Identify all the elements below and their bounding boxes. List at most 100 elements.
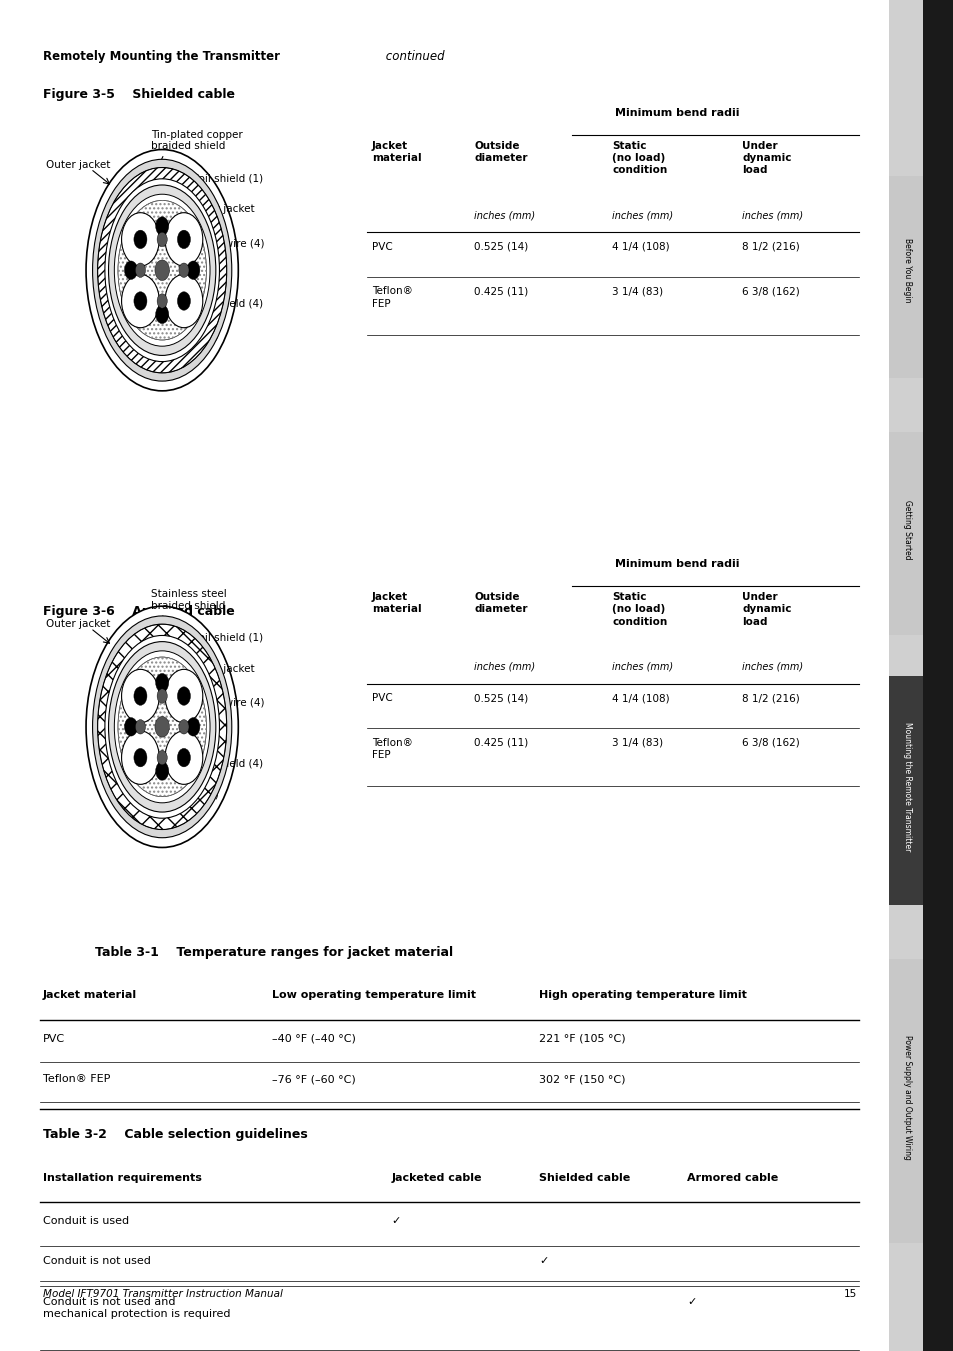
Text: Teflon® FEP: Teflon® FEP [43,1074,111,1084]
Ellipse shape [86,150,238,390]
Ellipse shape [165,669,203,723]
Ellipse shape [133,292,147,311]
Text: Teflon®
FEP: Teflon® FEP [372,286,413,309]
Text: PVC: PVC [372,242,393,251]
Ellipse shape [133,230,147,249]
Ellipse shape [124,261,137,280]
Text: Filler (5): Filler (5) [176,330,219,340]
Ellipse shape [97,624,227,830]
Ellipse shape [157,232,167,247]
Text: Foil shield (4): Foil shield (4) [193,299,263,309]
Text: inches (mm): inches (mm) [474,662,535,671]
Text: 6 3/8 (162): 6 3/8 (162) [741,286,800,296]
Text: Teflon®
FEP: Teflon® FEP [372,738,413,761]
Text: Foil shield (1): Foil shield (1) [193,632,263,643]
Ellipse shape [109,185,215,355]
Text: continued: continued [381,50,444,63]
Ellipse shape [177,748,191,767]
Ellipse shape [124,717,137,736]
Text: inches (mm): inches (mm) [612,211,673,220]
Text: 3 1/4 (83): 3 1/4 (83) [612,738,663,747]
Text: Jacket
material: Jacket material [372,592,421,615]
Text: 8 1/2 (216): 8 1/2 (216) [741,242,800,251]
Ellipse shape [135,263,146,277]
Text: PVC: PVC [372,693,393,703]
Text: 0.425 (11): 0.425 (11) [474,286,528,296]
Text: Outer jacket: Outer jacket [46,619,110,630]
Text: 8 1/2 (216): 8 1/2 (216) [741,693,800,703]
Ellipse shape [177,686,191,705]
Ellipse shape [154,259,170,281]
Ellipse shape [114,195,210,346]
Text: Tin-plated copper
braided shield: Tin-plated copper braided shield [151,130,242,151]
Text: Drain wire (4): Drain wire (4) [193,697,264,708]
Text: 0.425 (11): 0.425 (11) [474,738,528,747]
Bar [922,0,953,1351]
Text: 4 1/4 (108): 4 1/4 (108) [612,693,669,703]
Text: Conduit is used: Conduit is used [43,1216,129,1225]
Ellipse shape [118,200,206,340]
Text: 4 1/4 (108): 4 1/4 (108) [612,242,669,251]
Text: Getting Started: Getting Started [902,500,911,559]
Text: 3 1/4 (83): 3 1/4 (83) [612,286,663,296]
Ellipse shape [177,230,191,249]
Text: Installation requirements: Installation requirements [43,1173,202,1182]
Text: Minimum bend radii: Minimum bend radii [615,108,739,118]
Ellipse shape [135,720,146,734]
Text: inches (mm): inches (mm) [741,211,802,220]
Text: Static
(no load)
condition: Static (no load) condition [612,141,667,176]
Text: Drain wire (4): Drain wire (4) [193,238,264,249]
Text: 15: 15 [842,1289,856,1298]
Ellipse shape [118,657,206,797]
Text: Conduit is not used and
mechanical protection is required: Conduit is not used and mechanical prote… [43,1297,231,1320]
Text: Under
dynamic
load: Under dynamic load [741,141,791,176]
Ellipse shape [92,159,232,381]
Text: ✓: ✓ [538,1256,548,1266]
Text: Jacket
material: Jacket material [372,141,421,163]
Ellipse shape [121,212,159,266]
Ellipse shape [114,651,210,802]
Text: Foil shield (4): Foil shield (4) [193,758,263,769]
Text: Foil shield (1): Foil shield (1) [193,173,263,184]
Text: Under
dynamic
load: Under dynamic load [741,592,791,627]
Text: Power Supply and Output Wiring: Power Supply and Output Wiring [902,1035,911,1159]
Text: –76 °F (–60 °C): –76 °F (–60 °C) [272,1074,355,1084]
Text: Static
(no load)
condition: Static (no load) condition [612,592,667,627]
Ellipse shape [177,292,191,311]
Text: High operating temperature limit: High operating temperature limit [538,990,746,1000]
Ellipse shape [178,720,189,734]
Ellipse shape [97,168,227,373]
Bar [888,176,922,378]
Text: Jacket material: Jacket material [43,990,137,1000]
Bar [888,676,922,905]
Ellipse shape [92,616,232,838]
Ellipse shape [86,607,238,847]
Text: Before You Begin: Before You Begin [902,238,911,303]
Text: Table 3-2    Cable selection guidelines: Table 3-2 Cable selection guidelines [43,1128,308,1142]
Ellipse shape [155,762,169,781]
Text: Table 3-1    Temperature ranges for jacket material: Table 3-1 Temperature ranges for jacket … [95,946,453,959]
Ellipse shape [109,642,215,812]
Text: inches (mm): inches (mm) [474,211,535,220]
Text: Inner jacket: Inner jacket [193,663,254,674]
Text: 221 °F (105 °C): 221 °F (105 °C) [538,1034,625,1043]
Text: 302 °F (150 °C): 302 °F (150 °C) [538,1074,625,1084]
Text: Minimum bend radii: Minimum bend radii [615,559,739,569]
Ellipse shape [154,716,170,738]
Ellipse shape [155,216,169,235]
Ellipse shape [157,689,167,704]
Text: Low operating temperature limit: Low operating temperature limit [272,990,476,1000]
Text: Model IFT9701 Transmitter Instruction Manual: Model IFT9701 Transmitter Instruction Ma… [43,1289,282,1298]
Ellipse shape [133,686,147,705]
Text: Inner jacket: Inner jacket [193,204,254,215]
Text: Figure 3-6    Armored cable: Figure 3-6 Armored cable [43,605,234,619]
Ellipse shape [165,274,203,328]
Text: inches (mm): inches (mm) [612,662,673,671]
Text: Stainless steel
braided shield: Stainless steel braided shield [151,589,226,611]
Text: Shielded cable: Shielded cable [538,1173,630,1182]
Ellipse shape [187,717,200,736]
Ellipse shape [121,274,159,328]
Bar [888,0,953,1351]
Text: –40 °F (–40 °C): –40 °F (–40 °C) [272,1034,355,1043]
Ellipse shape [187,261,200,280]
